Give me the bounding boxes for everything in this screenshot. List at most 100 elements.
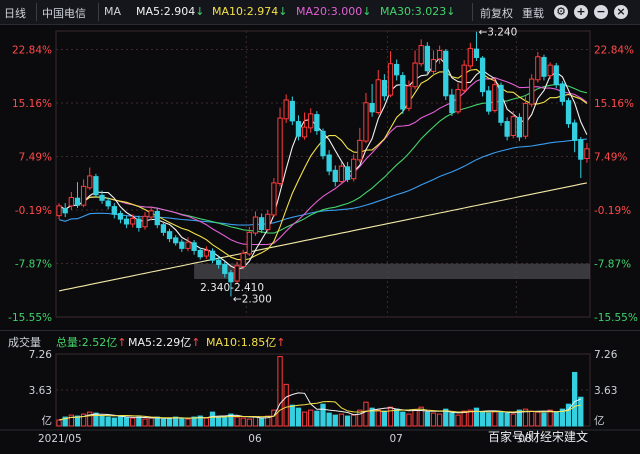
axis-label-right: -0.19% bbox=[594, 205, 631, 217]
candle-body bbox=[130, 217, 136, 225]
candle-body bbox=[363, 102, 369, 142]
candle-body bbox=[99, 194, 105, 201]
chart-toolbar: 日线 中国电信 MA MA5:2.904↓ MA10:2.974↓ MA20:3… bbox=[0, 0, 640, 25]
candle-body bbox=[56, 205, 62, 217]
candle-body bbox=[68, 197, 74, 207]
candle-body bbox=[283, 99, 289, 120]
volume-bar bbox=[461, 410, 467, 427]
volume-title: 成交量 bbox=[8, 336, 41, 349]
volume-bar bbox=[173, 416, 179, 427]
axis-label-left: 7.49% bbox=[19, 151, 52, 163]
ma5-value: MA5:2.904↓ bbox=[136, 5, 205, 18]
volume-bar bbox=[473, 407, 480, 427]
candle-body bbox=[467, 47, 473, 67]
candle-body bbox=[535, 56, 541, 81]
candle-body bbox=[381, 79, 388, 97]
axis-label-left: 22.84% bbox=[12, 45, 52, 57]
volume-bar bbox=[498, 411, 504, 427]
volume-bar bbox=[565, 403, 572, 427]
candle-body bbox=[142, 215, 148, 228]
volume-bar bbox=[357, 409, 363, 427]
candle-body bbox=[160, 224, 167, 233]
overlay-button[interactable]: 重载 bbox=[522, 7, 544, 20]
candle-body bbox=[234, 265, 240, 282]
volume-bar bbox=[338, 413, 345, 427]
volume-bar bbox=[412, 409, 418, 427]
volume-bar bbox=[216, 416, 222, 427]
volume-bar bbox=[111, 417, 117, 427]
volume-bar bbox=[522, 408, 529, 427]
volume-axis-right: 7.26 bbox=[594, 349, 618, 361]
x-axis-label: 07 bbox=[389, 433, 402, 445]
volume-bar bbox=[117, 415, 124, 427]
volume-chart[interactable]: 7.26 7.26 3.63 3.63 亿 亿 2021/05 06 07 08 bbox=[0, 348, 640, 454]
ma10-line bbox=[58, 68, 588, 261]
axis-label-left: -0.19% bbox=[15, 205, 52, 217]
candle-body bbox=[62, 208, 68, 214]
candle-body bbox=[572, 122, 578, 141]
candle-body bbox=[308, 113, 314, 129]
volume-ma10: MA10:1.85亿↑ bbox=[206, 336, 286, 349]
watermark: 百家号/财经宋建文 bbox=[488, 430, 589, 444]
adjust-button[interactable]: 前复权 bbox=[480, 7, 513, 20]
candle-body bbox=[351, 158, 357, 180]
volume-bar bbox=[430, 412, 437, 427]
zoom-out-icon[interactable]: − bbox=[594, 5, 608, 19]
volume-bar bbox=[529, 410, 535, 427]
volume-bar bbox=[467, 409, 473, 427]
candle-body bbox=[74, 197, 81, 206]
candle-body bbox=[449, 94, 455, 114]
candle-body bbox=[516, 116, 523, 138]
volume-bar bbox=[541, 412, 547, 427]
candle-body bbox=[265, 213, 271, 231]
volume-bar bbox=[547, 409, 553, 427]
volume-bar bbox=[62, 416, 68, 427]
volume-bar bbox=[504, 412, 510, 427]
volume-axis-right: 亿 bbox=[594, 414, 605, 427]
volume-bar bbox=[240, 417, 246, 427]
candle-body bbox=[123, 218, 130, 225]
candle-body bbox=[461, 64, 467, 91]
volume-bar bbox=[87, 411, 93, 427]
volume-total: 总量:2.52亿↑ bbox=[56, 336, 127, 349]
divider bbox=[36, 3, 37, 21]
candle-body bbox=[344, 166, 351, 180]
axis-label-left: -7.87% bbox=[15, 258, 52, 270]
candle-body bbox=[559, 83, 566, 102]
volume-bar bbox=[295, 407, 302, 427]
period-label[interactable]: 日线 bbox=[4, 7, 26, 20]
zoom-in-icon[interactable]: + bbox=[574, 5, 588, 19]
volume-bar bbox=[553, 411, 559, 427]
volume-bar bbox=[56, 419, 62, 427]
volume-bar bbox=[363, 401, 369, 427]
volume-bar bbox=[559, 408, 566, 427]
close-icon[interactable]: × bbox=[614, 5, 628, 19]
ma120-line bbox=[58, 182, 588, 292]
candle-body bbox=[258, 217, 265, 231]
range-annotation: 2.340-2.410 bbox=[200, 282, 264, 294]
volume-bar bbox=[148, 417, 154, 427]
volume-bar bbox=[160, 418, 167, 427]
volume-bar bbox=[179, 417, 185, 427]
volume-bar bbox=[197, 415, 203, 427]
volume-bar bbox=[252, 416, 259, 427]
price-chart[interactable]: 22.84% 22.84% 15.16% 15.16% 7.49% 7.49% -0.19%… bbox=[0, 25, 640, 330]
divider bbox=[98, 3, 99, 21]
volume-bar bbox=[332, 414, 338, 427]
candle-body bbox=[87, 175, 93, 189]
candle-body bbox=[320, 130, 326, 157]
settings-icon[interactable]: ⚙ bbox=[554, 5, 568, 19]
volume-axis-left: 3.63 bbox=[29, 385, 52, 397]
volume-bar bbox=[283, 383, 289, 427]
candle-body bbox=[154, 210, 160, 226]
volume-bar bbox=[68, 414, 74, 427]
volume-axis-left: 7.26 bbox=[29, 349, 53, 361]
volume-bar bbox=[387, 406, 394, 427]
candle-body bbox=[394, 63, 400, 76]
candle-body bbox=[436, 50, 443, 60]
candle-body bbox=[301, 126, 308, 138]
candle-body bbox=[565, 100, 572, 125]
volume-bar bbox=[105, 416, 111, 427]
low-annotation: ←2.300 bbox=[233, 293, 272, 305]
volume-bar bbox=[449, 412, 455, 427]
